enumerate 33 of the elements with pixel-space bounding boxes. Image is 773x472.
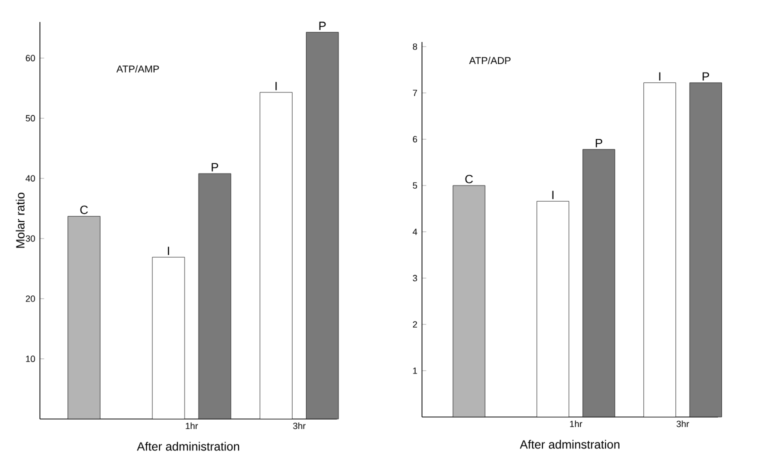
series-label: I bbox=[276, 82, 277, 90]
text: ATP/ADP bbox=[469, 56, 510, 64]
x-axis-title: After administration bbox=[136, 442, 240, 451]
text: P bbox=[596, 138, 602, 148]
y-axis-title: Molar ratio bbox=[16, 192, 25, 248]
y-tick-label: 20 bbox=[26, 296, 36, 302]
y-tick-label: 50 bbox=[26, 115, 36, 122]
x-tick-label: 1hr bbox=[570, 420, 582, 427]
series-label: I bbox=[552, 190, 554, 200]
series-label: C bbox=[80, 206, 88, 214]
x-tick-label: 3hr bbox=[676, 420, 690, 428]
y-tick-label: 2 bbox=[412, 321, 418, 328]
y-tick-label: 3 bbox=[412, 274, 418, 282]
series-label: P bbox=[702, 72, 710, 81]
y-tick-label: 10 bbox=[26, 356, 36, 362]
y-tick-label: 5 bbox=[412, 182, 418, 189]
x-axis-title: After adminstration bbox=[520, 440, 620, 449]
x-tick-label: 3hr bbox=[293, 422, 306, 430]
y-tick-label: 6 bbox=[412, 136, 418, 142]
text: ATP/AMP bbox=[116, 65, 159, 73]
y-tick-label: 4 bbox=[412, 228, 418, 235]
y-tick-label: 1 bbox=[413, 368, 418, 374]
y-tick-label: 30 bbox=[26, 235, 36, 242]
series-label: C bbox=[465, 174, 473, 184]
y-tick-label: 8 bbox=[412, 43, 418, 50]
text: I bbox=[659, 72, 660, 81]
series-label: P bbox=[212, 163, 218, 172]
text: P bbox=[319, 22, 326, 30]
y-tick-label: 60 bbox=[26, 54, 36, 62]
text: I bbox=[168, 246, 170, 255]
x-tick-label: 1hr bbox=[186, 422, 198, 429]
y-tick-label: 7 bbox=[412, 90, 418, 96]
y-tick-label: 40 bbox=[26, 175, 36, 182]
